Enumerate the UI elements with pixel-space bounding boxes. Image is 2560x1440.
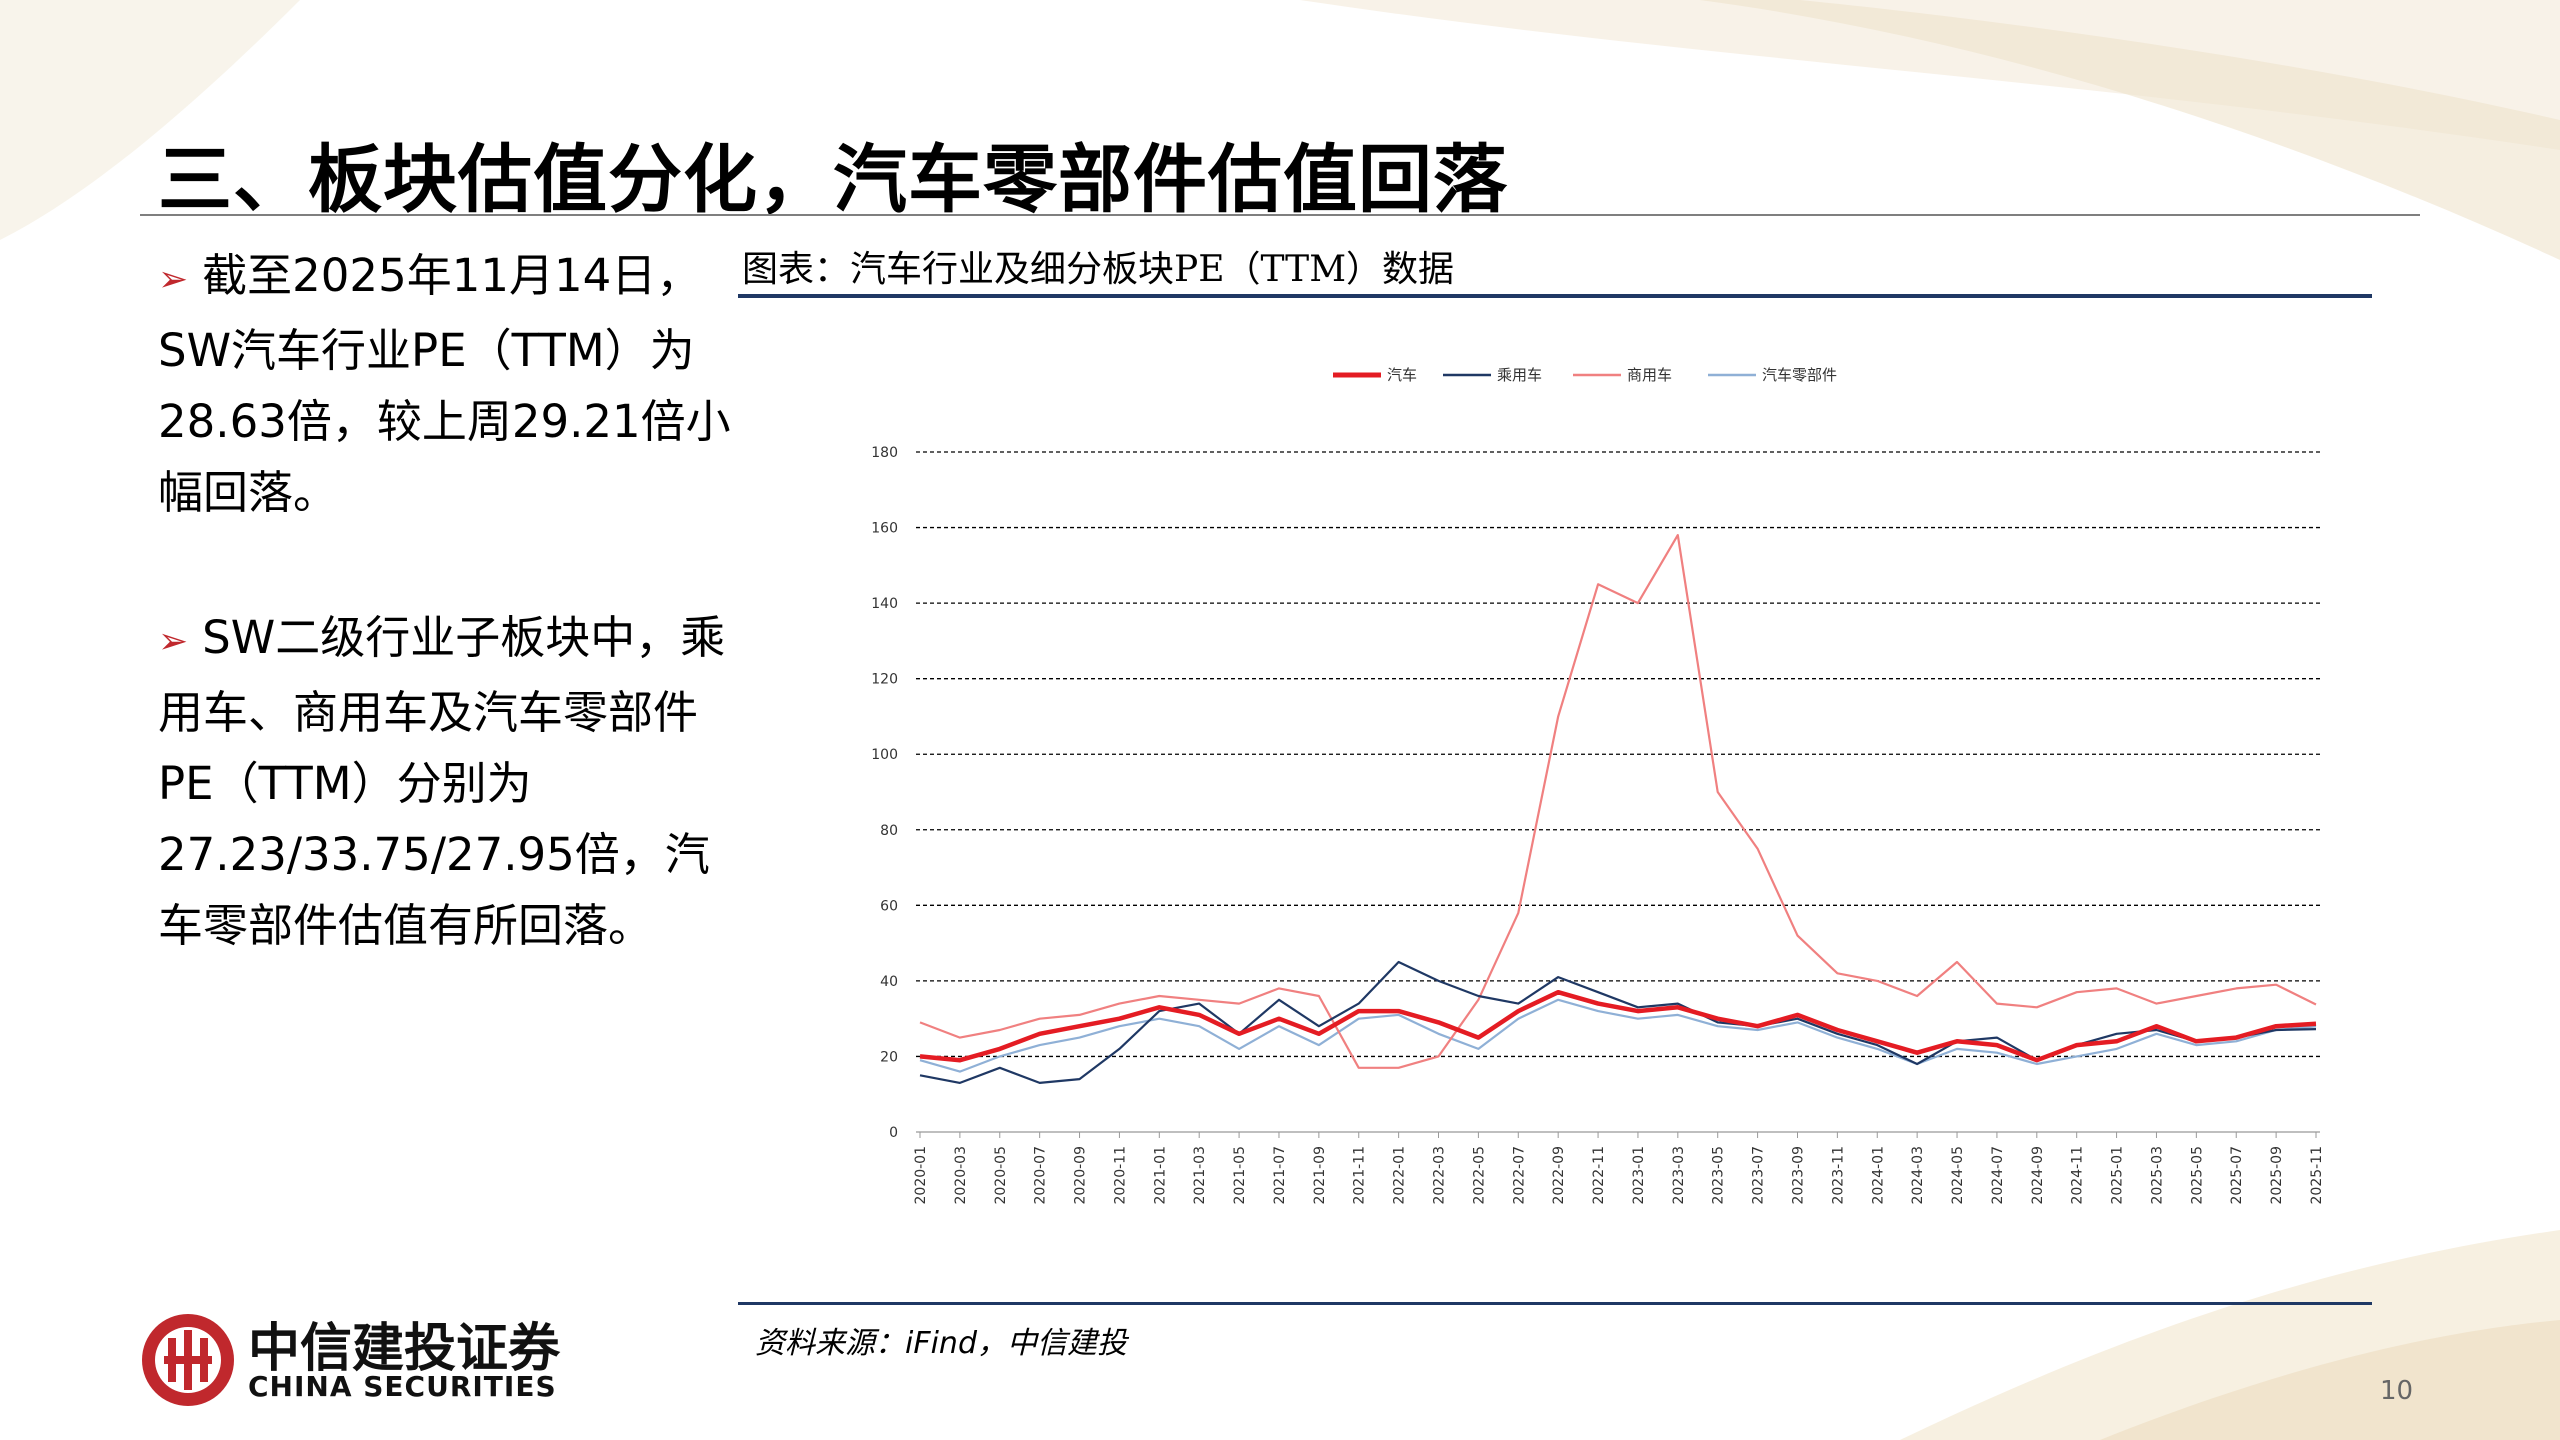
citic-logo-icon xyxy=(142,1314,234,1406)
legend-label: 商用车 xyxy=(1627,366,1672,384)
brand-name-cn: 中信建投证券 xyxy=(248,1318,561,1379)
series-line-2 xyxy=(919,960,2317,1085)
y-tick-label: 180 xyxy=(871,445,898,461)
x-tick-label: 2025-09 xyxy=(2269,1146,2285,1205)
arrow-bullet-icon: ➢ xyxy=(158,259,189,300)
x-tick-label: 2022-11 xyxy=(1591,1146,1607,1205)
x-tick-label: 2021-07 xyxy=(1272,1146,1288,1205)
series-line-1 xyxy=(919,989,2317,1063)
x-tick-label: 2023-07 xyxy=(1751,1146,1767,1205)
caption-divider xyxy=(738,294,2372,298)
x-tick-label: 2025-05 xyxy=(2189,1146,2205,1205)
x-tick-label: 2022-01 xyxy=(1392,1146,1408,1205)
source-divider xyxy=(738,1302,2372,1305)
x-tick-label: 2020-11 xyxy=(1112,1146,1128,1205)
x-tick-label: 2022-07 xyxy=(1511,1146,1527,1205)
x-tick-label: 2023-03 xyxy=(1671,1146,1687,1205)
x-tick-label: 2020-03 xyxy=(953,1146,969,1205)
slide-title: 三、板块估值分化，汽车零部件估值回落 xyxy=(158,137,1508,223)
arrow-bullet-icon: ➢ xyxy=(158,621,189,662)
x-tick-label: 2023-09 xyxy=(1790,1146,1806,1205)
x-tick-label: 2024-09 xyxy=(2030,1146,2046,1205)
x-tick-label: 2024-03 xyxy=(1910,1146,1926,1205)
page-number: 10 xyxy=(2380,1376,2414,1406)
legend-label: 乘用车 xyxy=(1497,366,1542,384)
series-line-4 xyxy=(919,998,2317,1073)
source-note: 资料来源：iFind，中信建投 xyxy=(755,1326,1127,1361)
x-tick-label: 2021-11 xyxy=(1352,1146,1368,1205)
y-tick-label: 0 xyxy=(889,1125,898,1141)
chart-container: 0 20 40 60 80 100 120 140 160 180 2020-01 2020-03 20… xyxy=(738,300,2372,1300)
bullet-item: ➢ SW二级行业子板块中，乘用车、商用车及汽车零部件PE（TTM）分别为27.23… xyxy=(158,602,748,961)
y-tick-label: 20 xyxy=(880,1049,898,1065)
x-tick-label: 2025-03 xyxy=(2149,1146,2165,1205)
x-tick-label: 2021-01 xyxy=(1152,1146,1168,1205)
bullet-text: 截至2025年11月14日，SW汽车行业PE（TTM）为28.63倍，较上周29… xyxy=(158,249,731,519)
y-tick-label: 120 xyxy=(871,672,898,688)
figure-caption: 图表：汽车行业及细分板块PE（TTM）数据 xyxy=(742,249,1455,290)
bullet-list: ➢ 截至2025年11月14日，SW汽车行业PE（TTM）为28.63倍，较上周2… xyxy=(158,240,748,1035)
x-tick-label: 2020-01 xyxy=(913,1146,929,1205)
title-divider xyxy=(140,214,2420,216)
x-tick-label: 2023-11 xyxy=(1830,1146,1846,1205)
brand-name-en: CHINA SECURITIES xyxy=(248,1370,557,1403)
y-tick-label: 40 xyxy=(880,974,898,990)
x-tick-label: 2025-01 xyxy=(2110,1146,2126,1205)
series-line-3 xyxy=(919,534,2317,1069)
pe-line-chart: 0 20 40 60 80 100 120 140 160 180 2020-01 2020-03 20… xyxy=(871,366,2325,1205)
x-tick-label: 2023-05 xyxy=(1711,1146,1727,1205)
bullet-item: ➢ 截至2025年11月14日，SW汽车行业PE（TTM）为28.63倍，较上周2… xyxy=(158,240,748,528)
x-tick-label: 2020-07 xyxy=(1033,1146,1049,1205)
x-tick-label: 2025-11 xyxy=(2309,1146,2325,1205)
y-tick-label: 160 xyxy=(871,521,898,537)
x-tick-label: 2021-05 xyxy=(1232,1146,1248,1205)
legend-label: 汽车零部件 xyxy=(1762,366,1837,384)
y-tick-label: 60 xyxy=(880,898,898,914)
x-tick-label: 2025-07 xyxy=(2229,1146,2245,1205)
x-tick-label: 2020-09 xyxy=(1073,1146,1089,1205)
bullet-text: SW二级行业子板块中，乘用车、商用车及汽车零部件PE（TTM）分别为27.23/… xyxy=(158,611,726,952)
x-tick-label: 2022-09 xyxy=(1551,1146,1567,1205)
x-tick-label: 2024-07 xyxy=(1990,1146,2006,1205)
x-tick-label: 2021-03 xyxy=(1192,1146,1208,1205)
x-tick-label: 2022-05 xyxy=(1471,1146,1487,1205)
x-tick-label: 2023-01 xyxy=(1631,1146,1647,1205)
x-tick-label: 2022-03 xyxy=(1432,1146,1448,1205)
y-tick-label: 100 xyxy=(871,747,898,763)
y-tick-label: 140 xyxy=(871,596,898,612)
x-tick-label: 2024-11 xyxy=(2070,1146,2086,1205)
x-tick-label: 2024-05 xyxy=(1950,1146,1966,1205)
y-tick-label: 80 xyxy=(880,823,898,839)
legend-label: 汽车 xyxy=(1387,366,1417,384)
x-tick-label: 2020-05 xyxy=(993,1146,1009,1205)
x-tick-label: 2024-01 xyxy=(1870,1146,1886,1205)
x-tick-label: 2021-09 xyxy=(1312,1146,1328,1205)
